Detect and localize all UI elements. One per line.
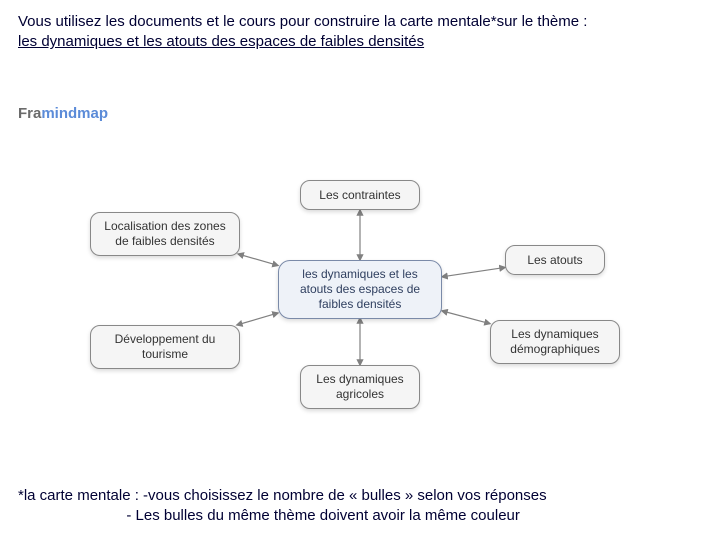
instruction-block: Vous utilisez les documents et le cours … [0,0,720,57]
mindmap-edge [237,313,278,325]
mindmap-edge [442,311,490,324]
mindmap-edge [442,267,505,276]
mindmap-node-top: Les contraintes [300,180,420,210]
logo-fra: Fra [18,105,41,122]
mindmap-node-left_top: Localisation des zonesde faibles densité… [90,212,240,256]
footnote-line2: - Les bulles du même thème doivent avoir… [18,507,520,524]
instruction-theme-underlined: les dynamiques et les atouts des espaces… [18,33,424,50]
instruction-line1: Vous utilisez les documents et le cours … [18,13,587,30]
logo-mindmap: mindmap [41,105,108,122]
mindmap-diagram: les dynamiques et lesatouts des espaces … [0,150,720,450]
mindmap-node-right_bottom: Les dynamiquesdémographiques [490,320,620,364]
mindmap-node-center: les dynamiques et lesatouts des espaces … [278,260,442,319]
mindmap-node-right_top: Les atouts [505,245,605,275]
footnote-line1: *la carte mentale : -vous choisissez le … [18,487,547,504]
mindmap-node-bottom: Les dynamiquesagricoles [300,365,420,409]
mindmap-edge [238,254,278,265]
mindmap-node-left_bottom: Développement dutourisme [90,325,240,369]
framindmap-logo: Framindmap [18,105,108,122]
footnote-block: *la carte mentale : -vous choisissez le … [18,486,547,527]
